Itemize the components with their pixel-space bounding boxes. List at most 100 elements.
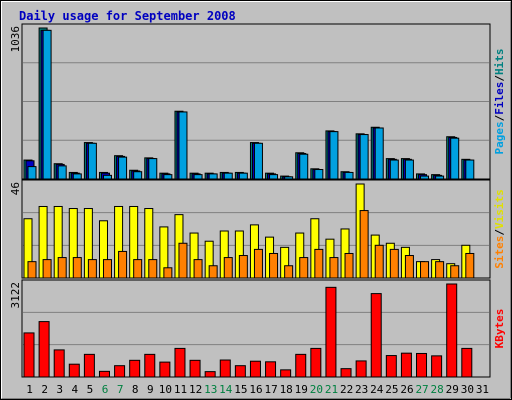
x-tick-label-day-31: 31 (476, 383, 489, 396)
bar-pages-day-6 (102, 174, 112, 180)
bar-sites-day-25 (389, 248, 399, 279)
bar-pages-day-3 (57, 165, 67, 180)
x-tick-label-day-4: 4 (72, 383, 79, 396)
bar-sites-day-27 (420, 261, 430, 279)
bar-sites-day-5 (87, 259, 97, 279)
bar-kbytes-day-3 (53, 349, 65, 378)
bar-pages-day-7 (118, 156, 128, 180)
bar-sites-day-9 (148, 259, 158, 279)
x-tick-label-day-7: 7 (117, 383, 124, 396)
bar-sites-day-13 (208, 265, 218, 279)
bar-sites-day-20 (314, 248, 324, 279)
bar-kbytes-day-23 (355, 360, 367, 378)
x-tick-label-day-26: 26 (400, 383, 413, 396)
bar-pages-day-2 (42, 29, 52, 180)
bar-kbytes-day-6 (98, 370, 110, 378)
bar-pages-day-12 (193, 174, 203, 180)
bar-kbytes-day-26 (400, 352, 412, 378)
legend-entry: / (493, 114, 506, 121)
legend-entry: Sites (493, 236, 506, 269)
bar-pages-day-13 (208, 173, 218, 180)
x-tick-label-day-11: 11 (174, 383, 187, 396)
bar-sites-day-3 (57, 257, 67, 279)
bar-sites-day-8 (133, 259, 143, 279)
bar-sites-day-6 (102, 259, 112, 279)
bar-pages-day-18 (284, 176, 294, 180)
x-tick-label-day-9: 9 (147, 383, 154, 396)
x-tick-label-day-12: 12 (189, 383, 202, 396)
legend-entry: Hits (493, 49, 506, 76)
panel-1-legend: Pages/Files/Hits (493, 49, 506, 155)
bar-sites-day-19 (299, 257, 309, 279)
bar-pages-day-15 (238, 172, 248, 180)
x-tick-label-day-2: 2 (41, 383, 48, 396)
bar-pages-day-28 (435, 175, 445, 180)
x-tick-label-day-16: 16 (249, 383, 262, 396)
legend-entry: Files (493, 82, 506, 115)
x-tick-label-day-5: 5 (87, 383, 94, 396)
x-tick-label-day-17: 17 (264, 383, 277, 396)
bar-sites-day-30 (465, 252, 475, 279)
bar-kbytes-day-15 (234, 365, 246, 378)
x-tick-label-day-25: 25 (385, 383, 398, 396)
bar-pages-day-8 (133, 171, 143, 180)
bar-kbytes-day-13 (204, 371, 216, 378)
bar-kbytes-day-16 (249, 360, 261, 378)
bar-kbytes-day-5 (83, 353, 95, 378)
bar-pages-day-23 (359, 134, 369, 180)
bar-sites-day-21 (329, 257, 339, 279)
x-tick-label-day-15: 15 (234, 383, 247, 396)
bar-pages-day-5 (87, 142, 97, 180)
bar-kbytes-day-28 (431, 355, 443, 378)
bar-kbytes-day-4 (68, 363, 80, 378)
bar-pages-day-21 (329, 131, 339, 180)
bar-sites-day-26 (404, 255, 414, 279)
x-tick-label-day-6: 6 (102, 383, 109, 396)
x-tick-label-day-10: 10 (159, 383, 172, 396)
panel-2-max-label: 46 (9, 182, 22, 195)
bar-kbytes-day-1 (23, 332, 35, 378)
bar-sites-day-16 (253, 248, 263, 279)
bar-pages-day-10 (163, 174, 173, 180)
bar-pages-day-14 (223, 172, 233, 180)
bar-sites-day-2 (42, 259, 52, 279)
x-tick-label-day-19: 19 (295, 383, 308, 396)
bar-sites-day-18 (284, 265, 294, 279)
x-tick-label-day-8: 8 (132, 383, 139, 396)
legend-entry: KBytes (493, 309, 506, 349)
legend-entry: / (493, 229, 506, 236)
bar-sites-day-15 (238, 255, 248, 279)
bar-kbytes-day-8 (129, 359, 141, 378)
bar-pages-day-22 (344, 171, 354, 180)
bar-kbytes-day-25 (385, 355, 397, 378)
x-tick-label-day-21: 21 (325, 383, 338, 396)
bar-sites-day-24 (374, 244, 384, 279)
x-tick-label-day-22: 22 (340, 383, 353, 396)
bar-pages-day-9 (148, 158, 158, 180)
bar-sites-day-22 (344, 252, 354, 279)
bar-kbytes-day-10 (159, 361, 171, 378)
bar-kbytes-day-12 (189, 359, 201, 378)
bar-kbytes-day-2 (38, 321, 50, 378)
bar-pages-day-29 (450, 137, 460, 180)
x-tick-label-day-14: 14 (219, 383, 233, 396)
bar-kbytes-day-7 (114, 365, 126, 378)
bar-sites-day-7 (118, 250, 128, 279)
bar-kbytes-day-20 (310, 347, 322, 378)
bar-sites-day-11 (178, 242, 188, 279)
legend-entry: Pages (493, 121, 506, 154)
panel-2-legend: Sites/Visits (493, 189, 506, 269)
x-tick-label-day-18: 18 (280, 383, 293, 396)
bar-sites-day-23 (359, 210, 369, 279)
bar-sites-day-14 (223, 257, 233, 279)
bar-pages-day-19 (299, 153, 309, 180)
x-tick-label-day-23: 23 (355, 383, 368, 396)
legend-entry: Visits (493, 189, 506, 229)
bar-pages-day-25 (389, 159, 399, 180)
x-tick-label-day-20: 20 (310, 383, 323, 396)
bar-sites-day-4 (72, 257, 82, 279)
x-tick-label-day-3: 3 (56, 383, 63, 396)
bar-pages-day-27 (420, 175, 430, 180)
